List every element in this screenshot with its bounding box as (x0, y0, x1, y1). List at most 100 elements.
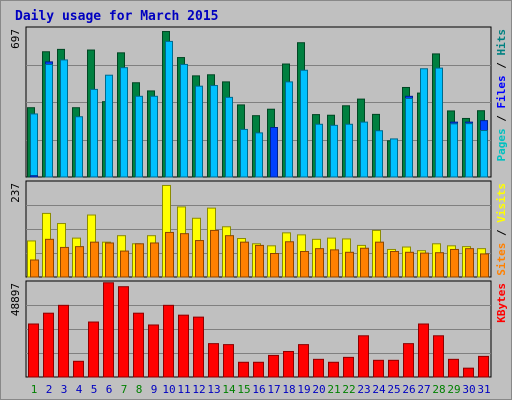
x-label-day-22: 22 (342, 383, 355, 396)
legend-part-hits-files-pages-2: Files (495, 75, 508, 108)
bar-kbytes-day-5 (88, 321, 99, 378)
x-label-day-24: 24 (372, 383, 386, 396)
bar-kbytes-day-19 (298, 344, 309, 378)
bar-pages-day-17 (270, 127, 278, 178)
bar-files-day-6 (105, 74, 113, 178)
bar-kbytes-day-3 (58, 304, 69, 378)
x-label-day-8: 8 (136, 383, 143, 396)
bar-files-day-24 (375, 130, 383, 178)
x-label-day-10: 10 (162, 383, 175, 396)
bar-kbytes-day-16 (253, 361, 264, 378)
bar-sites-day-27 (420, 252, 429, 278)
bar-sites-day-24 (375, 241, 384, 278)
legend-part-hits-files-pages-3: / (495, 56, 508, 76)
x-label-day-29: 29 (447, 383, 460, 396)
x-label-day-13: 13 (207, 383, 220, 396)
bar-kbytes-day-28 (433, 335, 444, 378)
bar-files-day-29 (450, 123, 458, 178)
bar-kbytes-day-20 (313, 358, 324, 378)
bar-kbytes-day-12 (193, 316, 204, 378)
bar-sites-day-2 (45, 238, 54, 278)
x-label-day-11: 11 (177, 383, 190, 396)
bar-sites-day-12 (195, 240, 204, 278)
x-label-day-31: 31 (477, 383, 490, 396)
x-label-day-3: 3 (61, 383, 68, 396)
bar-files-day-5 (90, 88, 98, 178)
bar-files-day-27 (420, 68, 428, 178)
bar-sites-day-9 (150, 242, 159, 278)
x-label-day-5: 5 (91, 383, 98, 396)
bar-files-day-2 (45, 63, 53, 178)
x-label-day-12: 12 (192, 383, 205, 396)
bar-files-day-12 (195, 85, 203, 178)
bar-files-day-3 (60, 59, 68, 178)
x-label-day-6: 6 (106, 383, 113, 396)
bar-files-day-19 (300, 69, 308, 178)
x-label-day-23: 23 (357, 383, 370, 396)
bar-sites-day-4 (75, 246, 84, 278)
bar-kbytes-day-8 (133, 312, 144, 378)
x-label-day-15: 15 (237, 383, 250, 396)
bar-kbytes-day-18 (283, 350, 294, 378)
bar-kbytes-day-23 (358, 335, 369, 378)
bar-sites-day-8 (135, 243, 144, 278)
x-label-day-19: 19 (297, 383, 310, 396)
bar-files-day-22 (345, 123, 353, 178)
bar-sites-day-5 (90, 241, 99, 278)
legend-part-visits-sites-0: Sites (495, 243, 508, 276)
bar-files-day-14 (225, 96, 233, 178)
bar-sites-day-30 (465, 248, 474, 278)
bar-sites-day-21 (330, 249, 339, 278)
x-label-day-14: 14 (222, 383, 236, 396)
x-label-day-26: 26 (402, 383, 415, 396)
bar-sites-day-29 (450, 248, 459, 278)
bar-sites-day-19 (300, 250, 309, 278)
x-label-day-9: 9 (151, 383, 158, 396)
bar-files-day-21 (330, 124, 338, 178)
bar-files-day-20 (315, 123, 323, 178)
bar-kbytes-day-22 (343, 356, 354, 378)
bar-sites-day-1 (30, 259, 39, 278)
bar-kbytes-day-7 (118, 286, 129, 378)
bar-kbytes-day-25 (388, 359, 399, 378)
bar-sites-day-13 (210, 229, 219, 278)
bar-files-day-25 (390, 138, 398, 178)
bar-kbytes-day-6 (103, 282, 114, 378)
bar-kbytes-day-27 (418, 323, 429, 378)
bar-kbytes-day-26 (403, 343, 414, 378)
chart-title: Daily usage for March 2015 (15, 9, 219, 24)
legend-kbytes: KBytes (495, 283, 508, 323)
x-label-day-27: 27 (417, 383, 430, 396)
legend-hits-files-pages: Pages / Files / Hits (495, 29, 508, 162)
bar-files-day-23 (360, 121, 368, 178)
bar-kbytes-day-21 (328, 361, 339, 378)
bar-sites-day-17 (270, 253, 279, 278)
bar-kbytes-day-11 (178, 314, 189, 378)
x-label-day-25: 25 (387, 383, 400, 396)
bar-files-day-13 (210, 85, 218, 178)
legend-part-hits-files-pages-0: Pages (495, 128, 508, 161)
bar-sites-day-15 (240, 241, 249, 278)
bar-sites-day-26 (405, 251, 414, 278)
bar-files-day-11 (180, 63, 188, 178)
bar-kbytes-day-13 (208, 343, 219, 378)
legend-part-hits-files-pages-4: Hits (495, 29, 508, 56)
bar-files-day-31 (480, 130, 488, 178)
x-label-day-2: 2 (46, 383, 53, 396)
x-label-day-18: 18 (282, 383, 295, 396)
bar-files-day-8 (135, 95, 143, 178)
legend-part-hits-files-pages-1: / (495, 109, 508, 129)
bar-files-day-26 (405, 97, 413, 178)
bar-pages-day-1 (30, 175, 38, 178)
bar-kbytes-day-15 (238, 361, 249, 378)
x-label-day-20: 20 (312, 383, 325, 396)
bar-sites-day-18 (285, 241, 294, 278)
legend-part-visits-sites-1: / (495, 223, 508, 243)
bar-sites-day-20 (315, 248, 324, 278)
bar-kbytes-day-31 (478, 355, 489, 378)
bar-files-day-18 (285, 81, 293, 178)
x-label-day-28: 28 (432, 383, 445, 396)
bar-sites-day-23 (360, 247, 369, 278)
